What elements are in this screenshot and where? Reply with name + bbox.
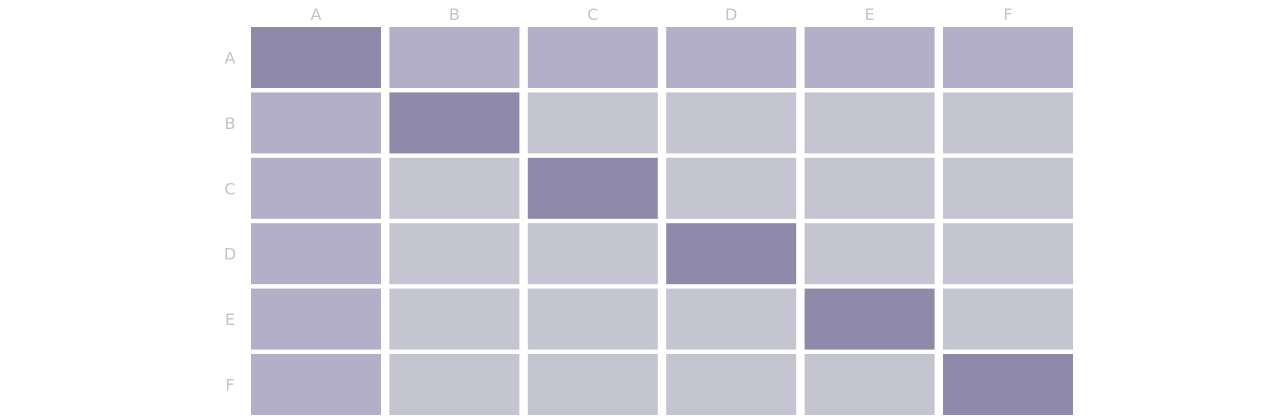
cell-d-d: [666, 223, 797, 285]
cell-d-f: [943, 223, 1073, 285]
cell-d-c: [527, 223, 658, 285]
cell-a-c: [527, 27, 658, 88]
cell-e-b: [389, 288, 520, 350]
cell-c-a: [251, 157, 381, 219]
cell-c-d: [666, 157, 797, 219]
cell-b-c: [527, 92, 658, 154]
cell-c-e: [804, 157, 935, 219]
cell-d-b: [389, 223, 520, 285]
heatmap-cells: [251, 27, 1073, 415]
y-tick-label-b: B: [225, 114, 236, 133]
x-axis-ticks: A B C D E F: [311, 5, 1013, 24]
cell-b-b: [389, 92, 520, 154]
cell-a-e: [804, 27, 935, 88]
y-tick-label-f: F: [225, 376, 234, 395]
cell-a-b: [389, 27, 520, 88]
cell-e-e: [804, 288, 935, 350]
cell-b-a: [251, 92, 381, 154]
cell-f-e: [804, 354, 935, 415]
cell-a-f: [943, 27, 1073, 88]
cell-f-c: [527, 354, 658, 415]
x-tick-label-e: E: [865, 5, 875, 24]
cell-c-f: [943, 157, 1073, 219]
cell-b-e: [804, 92, 935, 154]
cell-e-f: [943, 288, 1073, 350]
y-tick-label-e: E: [225, 310, 235, 329]
cell-e-a: [251, 288, 381, 350]
cell-f-d: [666, 354, 797, 415]
y-tick-label-c: C: [224, 179, 235, 198]
y-tick-label-d: D: [224, 245, 236, 264]
x-tick-label-b: B: [449, 5, 460, 24]
cell-a-d: [666, 27, 797, 88]
cell-e-d: [666, 288, 797, 350]
cell-d-e: [804, 223, 935, 285]
x-tick-label-f: F: [1003, 5, 1012, 24]
cell-e-c: [527, 288, 658, 350]
y-tick-label-a: A: [225, 49, 236, 68]
cell-a-a: [251, 27, 381, 88]
y-axis-ticks: A B C D E F: [224, 49, 236, 395]
x-tick-label-d: D: [725, 5, 737, 24]
cell-b-d: [666, 92, 797, 154]
cell-f-f: [943, 354, 1073, 415]
x-tick-label-c: C: [587, 5, 598, 24]
cell-c-c: [527, 157, 658, 219]
cell-f-b: [389, 354, 520, 415]
cell-b-f: [943, 92, 1073, 154]
cell-c-b: [389, 157, 520, 219]
cell-d-a: [251, 223, 381, 285]
cell-f-a: [251, 354, 381, 415]
x-tick-label-a: A: [311, 5, 322, 24]
